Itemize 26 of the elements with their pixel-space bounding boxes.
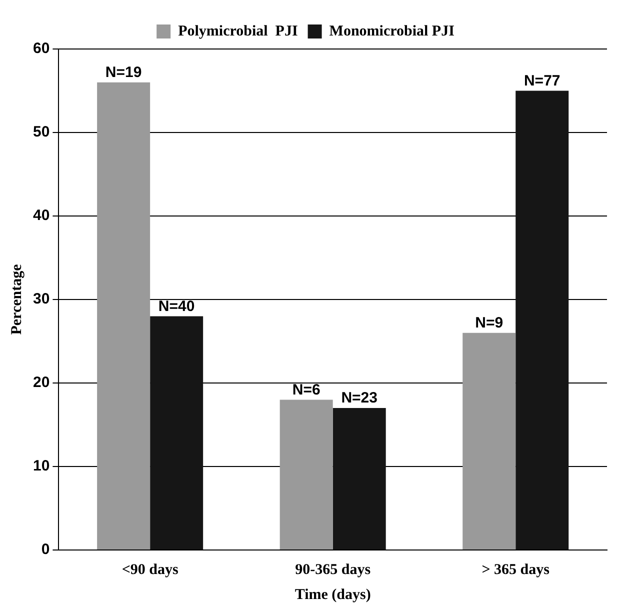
y-tick-label: 50 — [32, 124, 50, 141]
annotation: N=9 — [475, 314, 504, 332]
annotation: N=19 — [105, 64, 142, 82]
y-tick-label: 0 — [41, 541, 50, 558]
y-axis-title: Percentage — [8, 264, 25, 335]
bar — [462, 332, 516, 550]
y-tick-label: 10 — [32, 458, 50, 475]
x-tick-label: 90-365 days — [295, 562, 371, 578]
y-tick-label: 30 — [32, 290, 50, 308]
annotation: N=77 — [524, 72, 560, 90]
x-axis-title: Time (days) — [294, 586, 371, 603]
bar — [516, 90, 569, 550]
bar — [97, 82, 150, 550]
bar — [332, 408, 386, 550]
x-tick-label: <90 days — [122, 562, 178, 578]
y-tick-label: 60 — [32, 40, 50, 58]
y-tick-label: 20 — [32, 374, 50, 392]
annotation: N=40 — [158, 298, 195, 315]
legend-label: Monomicrobial PJI — [329, 23, 455, 40]
legend-label: Polymicrobial PJI — [178, 23, 298, 40]
annotation: N=23 — [341, 390, 378, 407]
annotation: N=6 — [292, 381, 320, 398]
bar — [150, 316, 204, 550]
bar — [280, 400, 333, 550]
x-tick-label: > 365 days — [482, 562, 550, 578]
y-tick-label: 40 — [32, 207, 50, 224]
